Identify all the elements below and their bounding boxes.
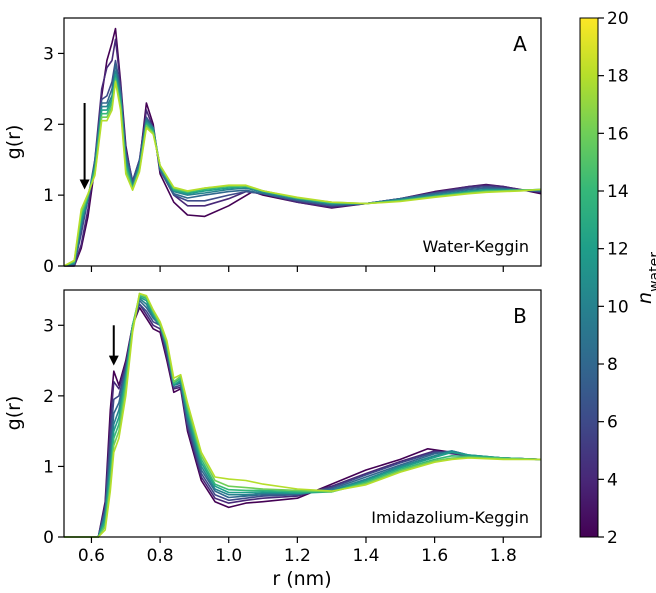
- colorbar-tick-label: 4: [607, 470, 618, 490]
- colorbar-tick-label: 2: [607, 528, 618, 548]
- colorbar: 2 4 6 8 10 12 14 16 18 20 nwater: [579, 9, 656, 548]
- panel-b-series-line-n8: [64, 299, 542, 538]
- panel-a-series-line-n2: [64, 27, 542, 267]
- panel-a-series-line-n18: [63, 81, 542, 267]
- xtick-label: 0.8: [147, 546, 174, 566]
- panel-b-frame: [63, 289, 542, 538]
- xtick-label: 1.0: [215, 546, 242, 566]
- panel-a-series-line-n6: [63, 59, 542, 267]
- panel-b-series-line-n18: [64, 292, 541, 538]
- panel-a-ytick-label: 2: [43, 115, 54, 135]
- xtick-label: 1.2: [284, 546, 311, 566]
- colorbar-tick-label: 14: [607, 182, 629, 202]
- panel-a-yticks: 0 1 2 3: [43, 44, 64, 277]
- colorbar-tick-label: 16: [607, 124, 629, 144]
- colorbar-gradient: [579, 17, 599, 538]
- panel-a-frame: [63, 17, 542, 267]
- panel-a-series-line-n4: [64, 38, 542, 267]
- panel-b-caption: Imidazolium-Keggin: [371, 508, 529, 527]
- xtick-label: 1.8: [490, 546, 517, 566]
- panel-b-letter: B: [513, 304, 527, 328]
- panel-b-series-line-n14: [64, 294, 542, 538]
- panel-b-ylabel: g(r): [3, 396, 25, 431]
- colorbar-tick-label: 20: [607, 9, 629, 29]
- panel-a-letter: A: [513, 32, 527, 56]
- panel-b-series-line-n4: [64, 303, 542, 538]
- x-axis-ticks: 0.6 0.8 1.0 1.2 1.4 1.6 1.8: [78, 266, 517, 566]
- panel-b-series-line-n12: [64, 296, 542, 538]
- panel-a-caption: Water-Keggin: [423, 237, 529, 256]
- colorbar-tick-label: 6: [607, 413, 618, 433]
- colorbar-ticks: 2 4 6 8 10 12 14 16 18 20: [598, 9, 629, 548]
- colorbar-tick-label: 8: [607, 355, 618, 375]
- panel-a-ytick-label: 3: [43, 44, 54, 64]
- colorbar-tick-label: 18: [607, 67, 629, 87]
- colorbar-label-sub: water: [647, 252, 656, 292]
- panel-b: 0 1 2 3 g(r) B Imidazolium-Keggin: [3, 289, 542, 548]
- panel-a-ylabel: g(r): [3, 125, 25, 160]
- x-axis-label: r (nm): [272, 568, 331, 590]
- panel-b-series-line-n2: [64, 306, 542, 538]
- xtick-label: 1.6: [421, 546, 448, 566]
- colorbar-tick-label: 10: [607, 297, 629, 317]
- colorbar-label-main: n: [634, 292, 656, 304]
- panel-a-series-line-n8: [63, 63, 542, 267]
- panel-b-series-line-n10: [64, 297, 542, 538]
- panel-a-lines: [63, 27, 542, 267]
- panel-b-ytick-label: 2: [43, 387, 54, 407]
- panel-b-lines: [64, 292, 542, 538]
- xtick-label: 1.4: [352, 546, 379, 566]
- panel-a-ytick-label: 0: [43, 257, 54, 277]
- colorbar-label: nwater: [634, 252, 656, 304]
- xtick-label: 0.6: [78, 546, 105, 566]
- colorbar-tick-label: 12: [607, 240, 629, 260]
- panel-a: 0 1 2 3 g(r) A Water-Keggin: [3, 17, 542, 277]
- panel-b-ytick-label: 3: [43, 316, 54, 336]
- panel-a-ytick-label: 1: [43, 186, 54, 206]
- panel-b-ytick-label: 0: [43, 528, 54, 548]
- panel-b-ytick-label: 1: [43, 457, 54, 477]
- panel-b-yticks: 0 1 2 3: [43, 316, 64, 548]
- panel-b-series-line-n6: [64, 303, 542, 538]
- panel-b-series-line-n16: [64, 292, 542, 538]
